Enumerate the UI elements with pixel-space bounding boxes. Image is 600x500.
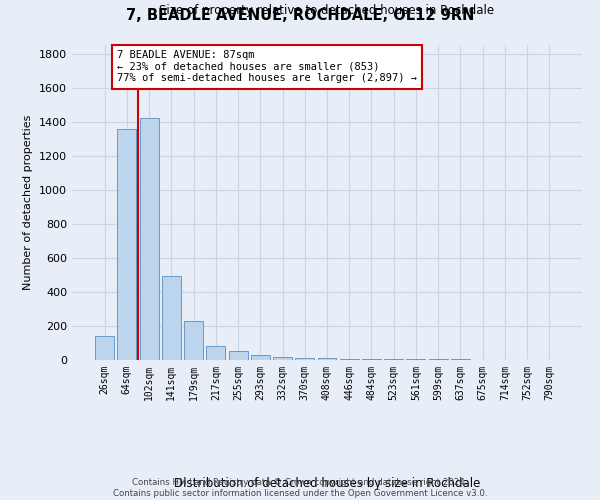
Bar xyxy=(384,359,403,360)
Bar xyxy=(162,276,181,360)
Text: 7 BEADLE AVENUE: 87sqm
← 23% of detached houses are smaller (853)
77% of semi-de: 7 BEADLE AVENUE: 87sqm ← 23% of detached… xyxy=(117,50,417,84)
Text: Contains HM Land Registry data © Crown copyright and database right 2024.
Contai: Contains HM Land Registry data © Crown c… xyxy=(113,478,487,498)
X-axis label: Distribution of detached houses by size in Rochdale: Distribution of detached houses by size … xyxy=(174,476,480,490)
Text: 7, BEADLE AVENUE, ROCHDALE, OL12 9RN: 7, BEADLE AVENUE, ROCHDALE, OL12 9RN xyxy=(126,8,474,22)
Bar xyxy=(229,352,248,360)
Bar xyxy=(118,130,136,360)
Bar xyxy=(206,346,225,360)
Bar xyxy=(317,358,337,360)
Bar xyxy=(273,357,292,360)
Bar xyxy=(140,118,158,360)
Bar xyxy=(295,358,314,360)
Bar xyxy=(340,358,359,360)
Title: Size of property relative to detached houses in Rochdale: Size of property relative to detached ho… xyxy=(160,4,494,18)
Bar xyxy=(251,355,270,360)
Y-axis label: Number of detached properties: Number of detached properties xyxy=(23,115,34,290)
Bar xyxy=(184,321,203,360)
Bar xyxy=(95,336,114,360)
Bar xyxy=(362,359,381,360)
